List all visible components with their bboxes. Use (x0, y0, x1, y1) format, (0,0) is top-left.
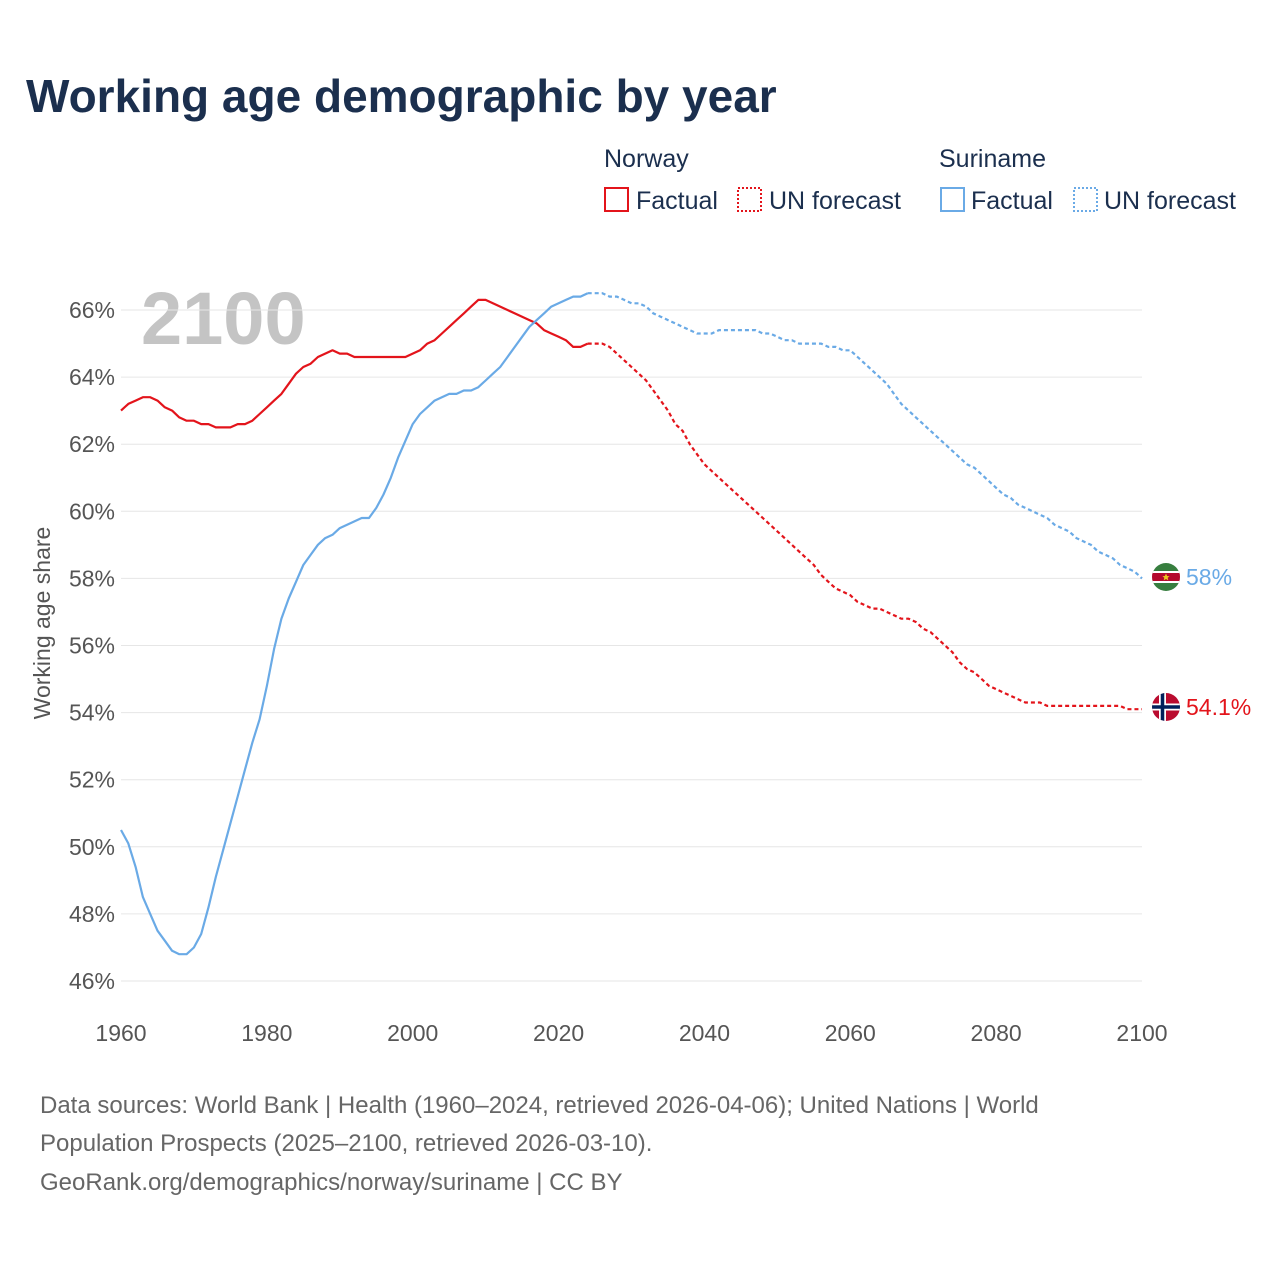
legend-label-norway-factual[interactable]: Factual (636, 187, 718, 215)
series (120, 292, 1143, 956)
legend-group-suriname: Suriname (939, 145, 1046, 173)
source-note: Data sources: World Bank | Health (1960–… (40, 1092, 1039, 1196)
suriname-flag-icon (1152, 563, 1180, 591)
y-tick-label: 62% (69, 431, 115, 457)
chart-title: Working age demographic by year (26, 70, 777, 122)
suriname-end-marker: 58% (1152, 563, 1232, 591)
y-tick-label: 46% (69, 968, 115, 994)
x-tick-label: 2080 (971, 1020, 1022, 1046)
legend-swatch-norway-factual[interactable] (604, 187, 629, 212)
source-line-1: Data sources: World Bank | Health (1960–… (40, 1092, 1039, 1119)
norway-end-label: 54.1% (1186, 694, 1251, 720)
legend-label-suriname-forecast[interactable]: UN forecast (1104, 187, 1236, 215)
legend-swatch-suriname-forecast[interactable] (1073, 187, 1098, 212)
legend-group-norway: Norway (604, 145, 689, 173)
y-tick-label: 50% (69, 834, 115, 860)
y-tick-label: 54% (69, 700, 115, 726)
y-tick-label: 60% (69, 498, 115, 524)
x-axis-ticks: 1960 1980 2000 2020 2040 2060 2080 2100 (95, 1020, 1167, 1046)
y-tick-label: 64% (69, 364, 115, 390)
x-tick-label: 2040 (679, 1020, 730, 1046)
x-tick-label: 2060 (825, 1020, 876, 1046)
y-tick-label: 66% (69, 297, 115, 323)
norway-flag-icon (1152, 693, 1180, 721)
x-tick-label: 1980 (241, 1020, 292, 1046)
grid (121, 309, 1142, 982)
suriname-forecast-line (587, 292, 1143, 580)
y-axis-title: Working age share (29, 527, 55, 720)
legend-swatch-suriname-factual[interactable] (940, 187, 965, 212)
legend-label-norway-forecast[interactable]: UN forecast (769, 187, 901, 215)
y-axis-ticks: 46% 48% 50% 52% 54% 56% 58% 60% 62% 64% 66% (69, 297, 115, 994)
norway-factual-line (120, 298, 589, 429)
suriname-end-label: 58% (1186, 564, 1232, 590)
norway-end-marker: 54.1% (1152, 693, 1251, 721)
legend: Norway Factual UN forecast Suriname Fact… (604, 145, 1236, 215)
source-line-3[interactable]: GeoRank.org/demographics/norway/suriname… (40, 1169, 623, 1196)
y-tick-label: 48% (69, 901, 115, 927)
x-tick-label: 2000 (387, 1020, 438, 1046)
x-tick-label: 1960 (95, 1020, 146, 1046)
y-tick-label: 52% (69, 767, 115, 793)
legend-swatch-norway-forecast[interactable] (737, 187, 762, 212)
x-tick-label: 2100 (1116, 1020, 1167, 1046)
x-tick-label: 2020 (533, 1020, 584, 1046)
year-watermark: 2100 (141, 277, 306, 360)
legend-label-suriname-factual[interactable]: Factual (971, 187, 1053, 215)
suriname-factual-line (120, 292, 589, 956)
source-line-2: Population Prospects (2025–2100, retriev… (40, 1130, 652, 1157)
y-tick-label: 56% (69, 633, 115, 659)
y-tick-label: 58% (69, 565, 115, 591)
